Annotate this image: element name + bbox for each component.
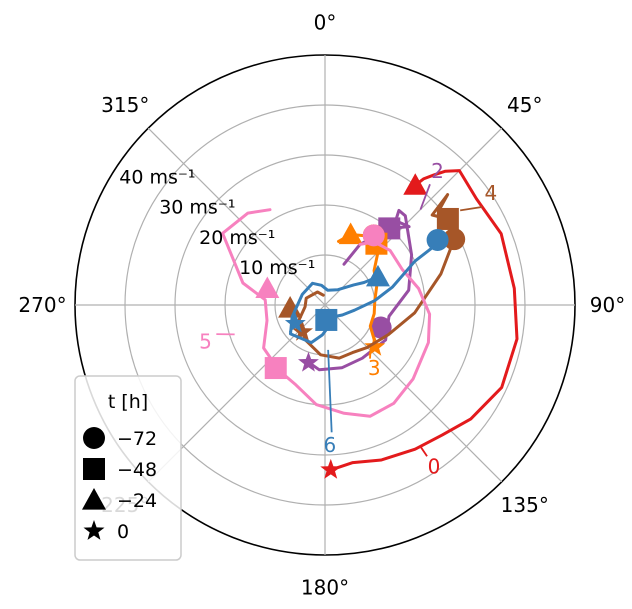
marker-circle [83, 427, 105, 449]
legend-entry-label: −24 [117, 490, 157, 512]
legend-box [74, 375, 182, 561]
marker-circle [369, 316, 392, 339]
marker-square [436, 207, 459, 230]
marker-triangle [255, 276, 280, 299]
radial-tick-label: 20 ms⁻¹ [199, 227, 275, 249]
series-line [289, 238, 440, 345]
radial-tick-labels: 10 ms⁻¹ 20 ms⁻¹ 30 ms⁻¹ 40 ms⁻¹ [119, 167, 315, 279]
series-label: 2 [431, 159, 444, 183]
marker-triangle [82, 488, 106, 510]
marker-square [264, 357, 287, 380]
legend-entry-label: −48 [117, 459, 157, 481]
series-label: 0 [428, 455, 441, 479]
series-4: 4 [278, 181, 497, 360]
radial-tick-label: 30 ms⁻¹ [159, 197, 235, 219]
angle-tick-label: 315° [101, 93, 149, 117]
legend-entry-label: −72 [117, 428, 157, 450]
series-label-leader [369, 347, 372, 359]
series-label: 4 [484, 181, 497, 205]
marker-triangle [403, 173, 428, 195]
marker-triangle [365, 264, 390, 287]
marker-star [298, 351, 319, 372]
angle-tick-label: 270° [18, 293, 66, 317]
marker-star [284, 312, 306, 333]
series-label: 6 [324, 433, 337, 457]
angle-tick-label: 45° [507, 93, 542, 117]
series-label: 3 [368, 356, 381, 380]
series-line [221, 208, 432, 418]
legend-title: t [h] [108, 391, 148, 413]
series-label-leader [460, 206, 483, 212]
marker-circle [362, 224, 385, 247]
radial-tick-label: 10 ms⁻¹ [239, 257, 315, 279]
angle-tick-label: 0° [314, 11, 337, 35]
marker-circle [426, 229, 449, 251]
marker-star [320, 458, 342, 479]
marker-square [315, 308, 338, 331]
radial-tick-label: 40 ms⁻¹ [119, 167, 195, 189]
series-5: 5 [199, 208, 432, 418]
series-line [329, 169, 519, 472]
angle-tick-label: 135° [501, 493, 549, 517]
legend: t [h] −72 −48 −24 0 [74, 375, 182, 561]
marker-star [83, 520, 105, 540]
legend-entry-label: 0 [117, 521, 129, 543]
series-label: 5 [199, 330, 212, 354]
marker-star [364, 335, 386, 356]
series-0: 0 [320, 169, 519, 479]
marker-triangle [338, 222, 363, 245]
angular-gridline [324, 304, 503, 483]
marker-square [83, 458, 105, 480]
angle-tick-label: 180° [301, 576, 349, 600]
series-label-leader [327, 349, 333, 433]
series-6: 6 [284, 229, 449, 457]
angle-tick-label: 90° [590, 293, 625, 317]
series-group: 0 2 3 4 5 6 [199, 159, 519, 479]
series-label-leader [419, 445, 428, 457]
marker-star [292, 320, 313, 341]
series-label-leader [419, 183, 431, 210]
angular-gridline [324, 127, 503, 306]
marker-circle [443, 228, 466, 251]
marker-triangle [278, 296, 303, 318]
angular-gridline [147, 127, 326, 306]
